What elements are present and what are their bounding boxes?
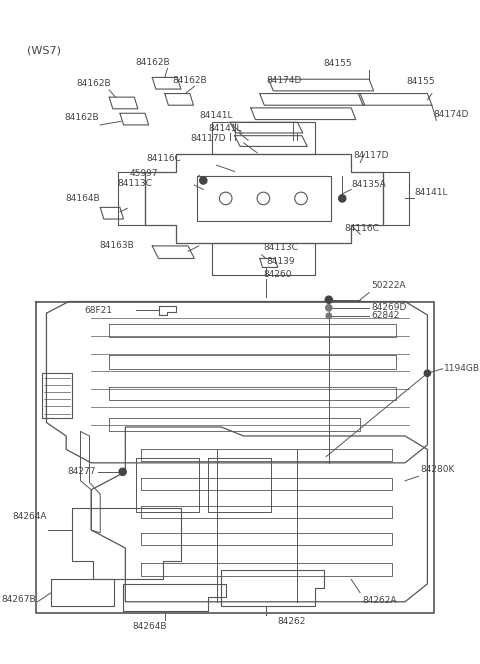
Text: 84113C: 84113C: [264, 243, 298, 252]
Text: 84117D: 84117D: [190, 134, 226, 143]
Text: 84117D: 84117D: [353, 151, 388, 160]
Text: 1194GB: 1194GB: [444, 365, 480, 373]
Circle shape: [339, 195, 346, 202]
Text: 84162B: 84162B: [64, 114, 99, 122]
Text: 84113C: 84113C: [117, 179, 152, 188]
Text: 84262A: 84262A: [362, 596, 396, 604]
Text: 84162B: 84162B: [76, 79, 111, 88]
Text: 84277: 84277: [67, 467, 96, 476]
Text: 84155: 84155: [407, 78, 435, 86]
Text: 84141L: 84141L: [414, 188, 447, 197]
Text: 84164B: 84164B: [66, 194, 100, 203]
Circle shape: [326, 313, 332, 319]
Circle shape: [424, 370, 431, 376]
Text: 62842: 62842: [371, 311, 399, 320]
Text: 84260: 84260: [264, 270, 292, 279]
Text: 84264A: 84264A: [12, 512, 47, 521]
Text: 84280K: 84280K: [420, 465, 455, 473]
Text: 68F21: 68F21: [84, 306, 112, 315]
Text: 84264B: 84264B: [132, 622, 167, 631]
Text: 84141L: 84141L: [208, 124, 242, 133]
Text: 84269D: 84269D: [371, 303, 406, 312]
Text: 84267B: 84267B: [1, 596, 36, 604]
Text: 84174D: 84174D: [266, 76, 301, 84]
Text: 84162B: 84162B: [135, 58, 169, 66]
Circle shape: [325, 296, 332, 303]
Text: 84262: 84262: [278, 617, 306, 626]
Text: 84163B: 84163B: [99, 242, 134, 250]
Text: 84162B: 84162B: [172, 76, 206, 84]
Text: 84116C: 84116C: [344, 224, 379, 233]
Text: 84141L: 84141L: [199, 112, 233, 120]
Circle shape: [119, 468, 126, 475]
Circle shape: [325, 305, 332, 311]
Text: 84174D: 84174D: [434, 110, 469, 119]
Text: 50222A: 50222A: [371, 281, 406, 290]
Circle shape: [200, 177, 207, 184]
Text: 84135A: 84135A: [351, 181, 386, 189]
Text: 84155: 84155: [324, 58, 352, 68]
Text: (WS7): (WS7): [27, 45, 61, 55]
Text: 84139: 84139: [266, 257, 295, 266]
Text: 45997: 45997: [130, 169, 158, 178]
Text: 84116C: 84116C: [146, 153, 181, 163]
